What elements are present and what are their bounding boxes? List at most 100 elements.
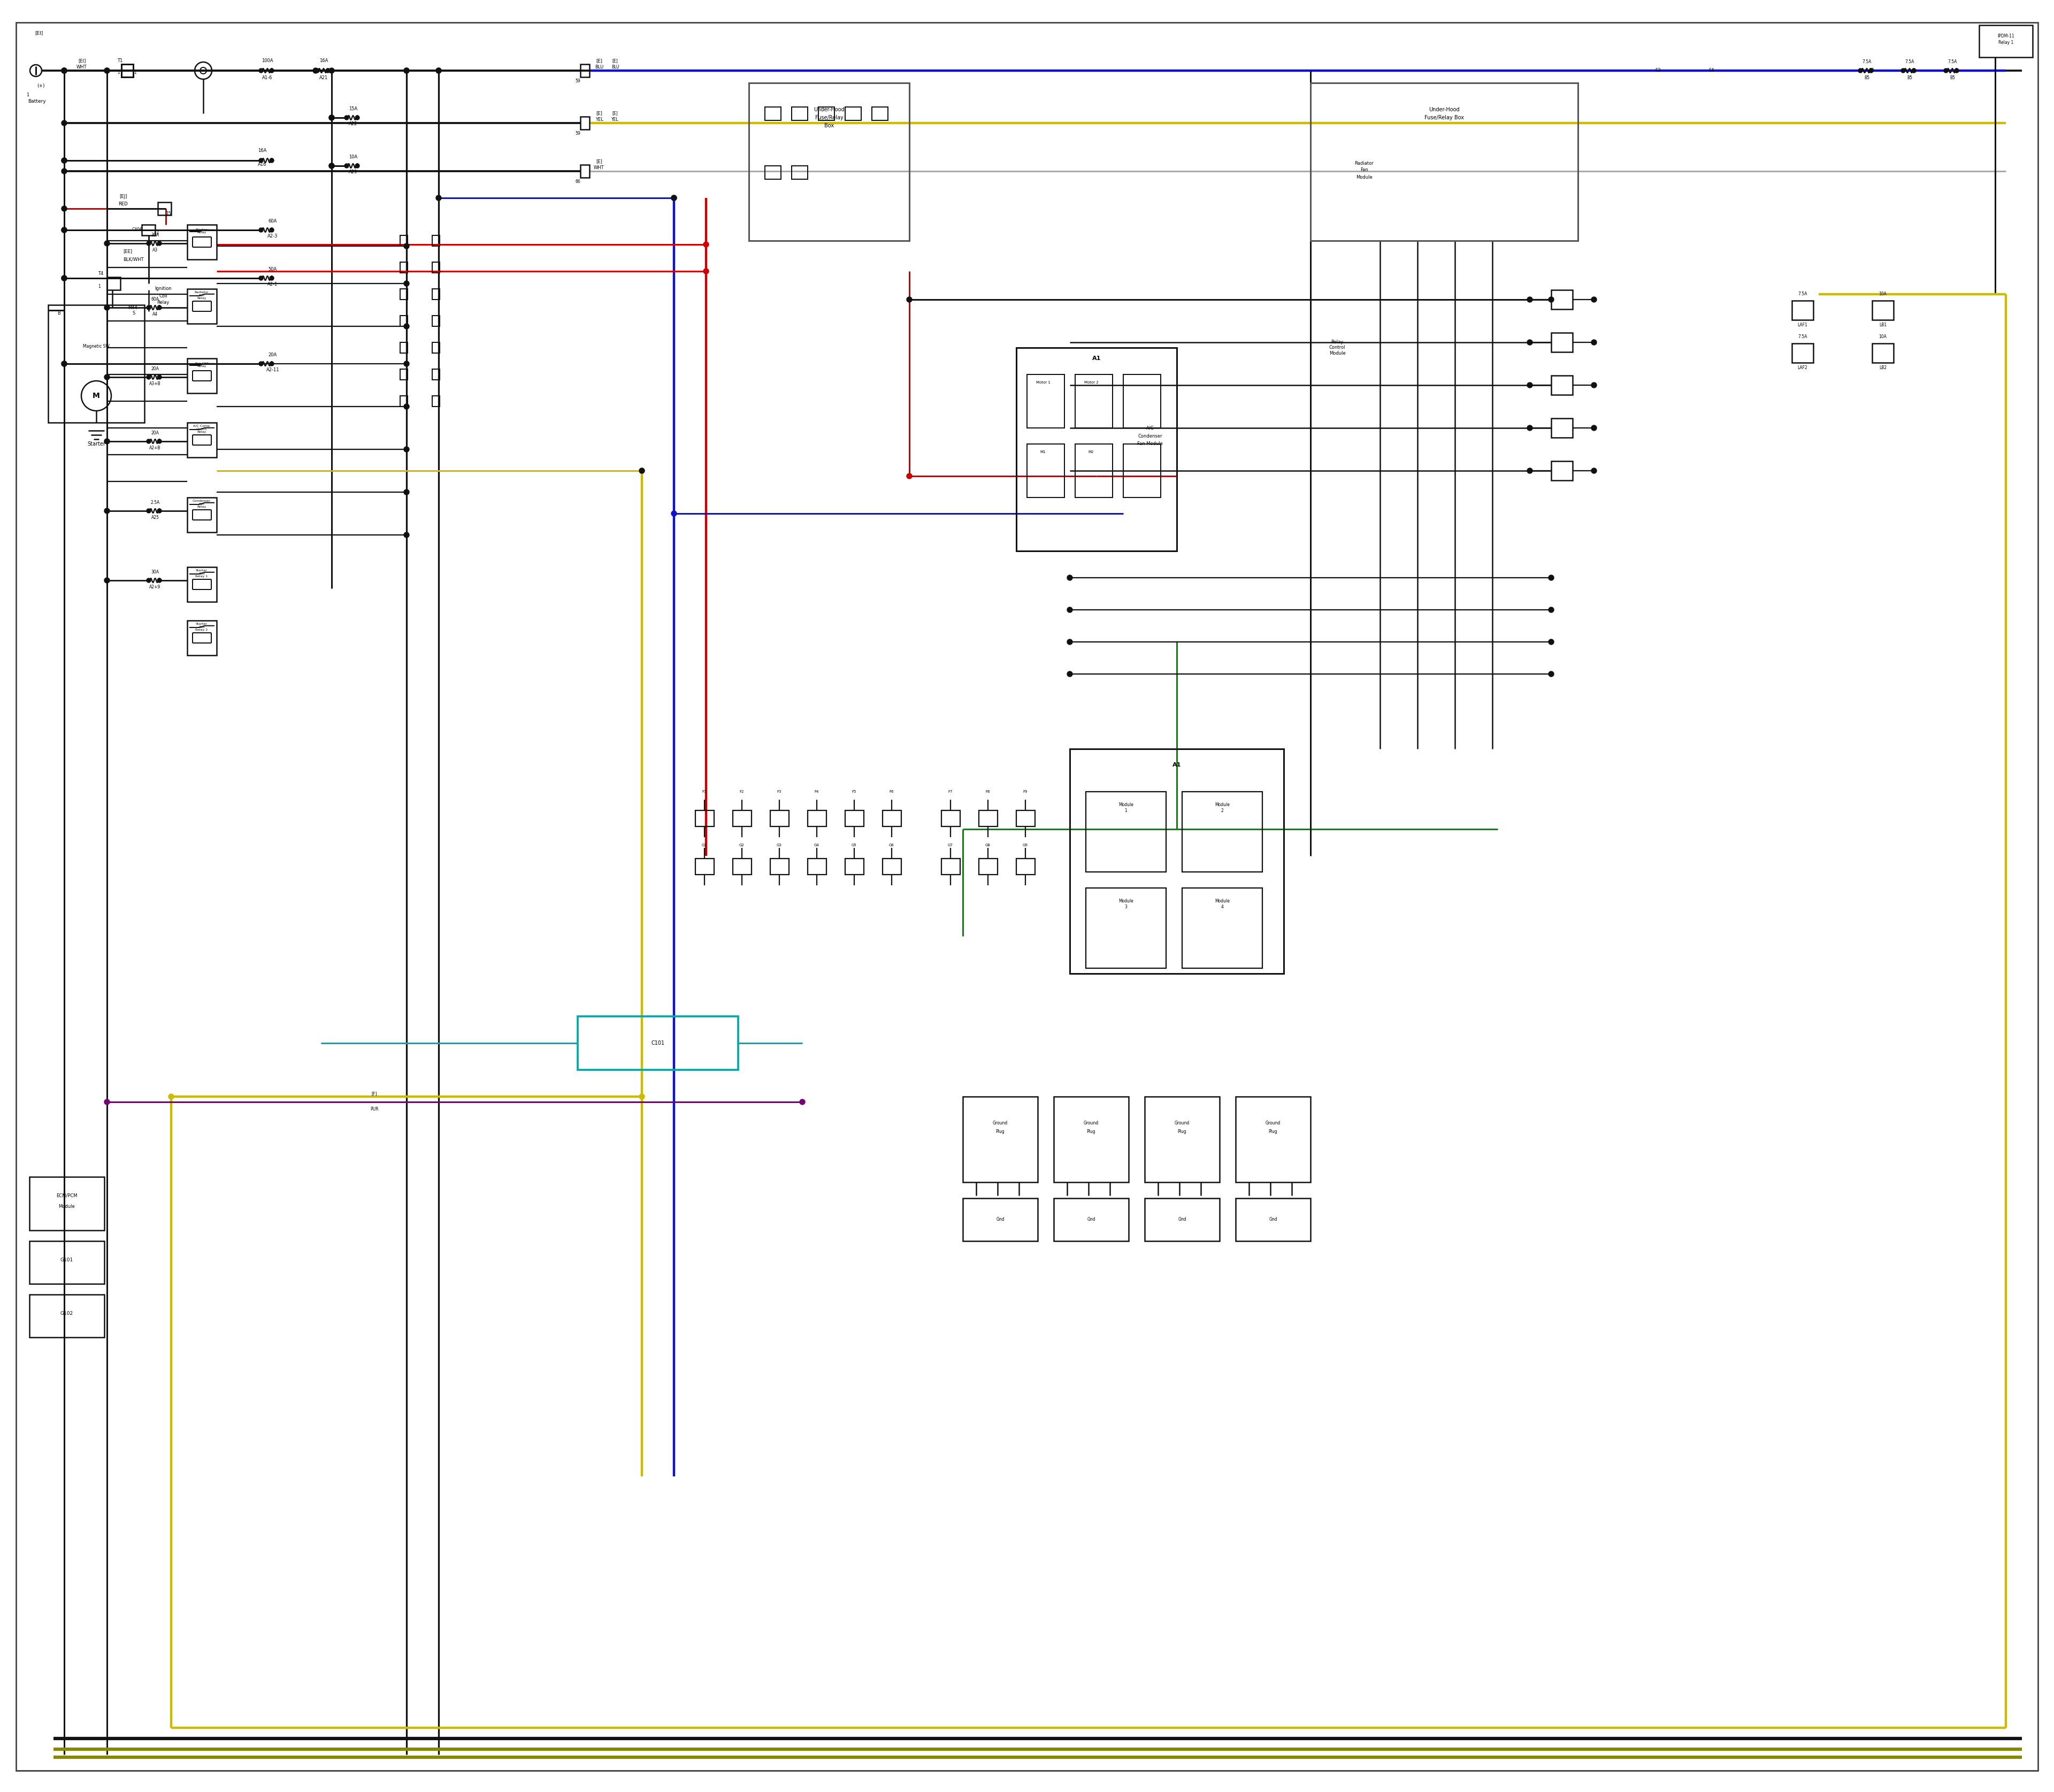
Text: F2: F2 xyxy=(739,790,744,794)
Circle shape xyxy=(672,195,676,201)
Bar xyxy=(1980,25,2033,57)
Bar xyxy=(1871,344,1894,362)
Text: [EI]: [EI] xyxy=(78,59,86,63)
Text: M44: M44 xyxy=(127,305,138,310)
Text: 7.5A: 7.5A xyxy=(1904,59,1914,65)
Bar xyxy=(941,858,959,874)
Circle shape xyxy=(62,68,68,73)
Circle shape xyxy=(259,228,263,233)
Circle shape xyxy=(146,375,150,380)
Bar xyxy=(431,315,440,326)
Text: (+): (+) xyxy=(37,82,45,88)
Bar xyxy=(844,108,861,120)
Text: G3: G3 xyxy=(776,844,783,848)
Circle shape xyxy=(799,1098,805,1104)
Text: Under-Hood: Under-Hood xyxy=(1430,108,1460,113)
Circle shape xyxy=(405,68,409,73)
Circle shape xyxy=(1068,640,1072,645)
Text: Module
3: Module 3 xyxy=(1119,900,1134,909)
Circle shape xyxy=(158,439,162,443)
Bar xyxy=(142,224,156,235)
Circle shape xyxy=(146,439,150,443)
Text: Fan Ctrl
Relay: Fan Ctrl Relay xyxy=(195,362,207,367)
Text: 7.5A: 7.5A xyxy=(1863,59,1871,65)
Text: Gnd: Gnd xyxy=(996,1217,1004,1222)
Text: WHT: WHT xyxy=(76,65,86,70)
Circle shape xyxy=(62,168,68,174)
Text: [EE]: [EE] xyxy=(123,249,131,254)
Text: A/C: A/C xyxy=(1146,425,1154,430)
Circle shape xyxy=(146,579,150,582)
Bar xyxy=(1791,344,1814,362)
Text: C101: C101 xyxy=(651,1041,665,1047)
Text: WHT: WHT xyxy=(594,165,604,170)
Bar xyxy=(401,342,407,353)
Bar xyxy=(1074,375,1113,428)
Text: Ground: Ground xyxy=(1085,1122,1099,1125)
Bar xyxy=(844,858,865,874)
Text: A1: A1 xyxy=(1093,357,1101,360)
Text: 16A: 16A xyxy=(318,59,329,63)
Circle shape xyxy=(1549,575,1555,581)
Text: T4: T4 xyxy=(99,271,103,276)
Text: B5: B5 xyxy=(1865,75,1869,81)
Bar xyxy=(187,289,216,324)
Text: Starter
Relay: Starter Relay xyxy=(195,228,207,235)
Circle shape xyxy=(329,115,335,120)
Circle shape xyxy=(105,577,109,582)
Text: 16A: 16A xyxy=(257,149,267,154)
Circle shape xyxy=(405,532,409,538)
Circle shape xyxy=(327,68,331,73)
Text: F3: F3 xyxy=(776,790,783,794)
Text: G1: G1 xyxy=(702,844,707,848)
Circle shape xyxy=(62,68,68,73)
Bar xyxy=(401,315,407,326)
Text: C406: C406 xyxy=(131,228,142,233)
Text: RED: RED xyxy=(119,201,127,206)
Text: Motor 2: Motor 2 xyxy=(1085,382,1099,383)
Text: 60A: 60A xyxy=(269,219,277,224)
Bar xyxy=(883,810,902,826)
Text: A2-1: A2-1 xyxy=(267,281,277,287)
Circle shape xyxy=(435,195,442,201)
Circle shape xyxy=(405,68,409,73)
Text: Plug: Plug xyxy=(1087,1129,1095,1134)
Text: PUR: PUR xyxy=(370,1106,378,1111)
Text: A2-3: A2-3 xyxy=(267,235,277,238)
Circle shape xyxy=(62,158,68,163)
Bar xyxy=(1551,461,1573,480)
Text: 30A: 30A xyxy=(152,570,158,573)
Text: LB2: LB2 xyxy=(1879,366,1888,371)
Text: 30A: 30A xyxy=(152,233,158,237)
Bar xyxy=(29,1242,105,1283)
Circle shape xyxy=(105,240,109,246)
Bar xyxy=(844,810,865,826)
Circle shape xyxy=(1549,607,1555,613)
Circle shape xyxy=(105,439,109,444)
Text: Fuse/Relay: Fuse/Relay xyxy=(815,115,844,120)
Text: G4: G4 xyxy=(813,844,820,848)
Text: F4: F4 xyxy=(815,790,820,794)
Circle shape xyxy=(1592,425,1596,430)
Text: Module: Module xyxy=(1356,174,1372,179)
Bar xyxy=(696,810,715,826)
Text: [E]: [E] xyxy=(596,59,602,63)
Circle shape xyxy=(1592,297,1596,303)
Bar xyxy=(1087,889,1167,968)
Circle shape xyxy=(435,68,442,73)
Text: Relay
Control
Module: Relay Control Module xyxy=(1329,340,1345,355)
Text: Motor 1: Motor 1 xyxy=(1035,382,1050,383)
Circle shape xyxy=(1869,68,1873,73)
Circle shape xyxy=(269,68,273,73)
Text: Plug: Plug xyxy=(1269,1129,1278,1134)
Circle shape xyxy=(158,579,162,582)
Text: M: M xyxy=(92,392,101,400)
Bar xyxy=(401,369,407,380)
Text: Ground: Ground xyxy=(1265,1122,1280,1125)
Circle shape xyxy=(62,276,68,281)
Bar xyxy=(47,305,144,423)
Circle shape xyxy=(105,375,109,380)
Bar xyxy=(1027,444,1064,498)
Text: A1: A1 xyxy=(1173,762,1181,767)
Bar xyxy=(577,1016,737,1070)
